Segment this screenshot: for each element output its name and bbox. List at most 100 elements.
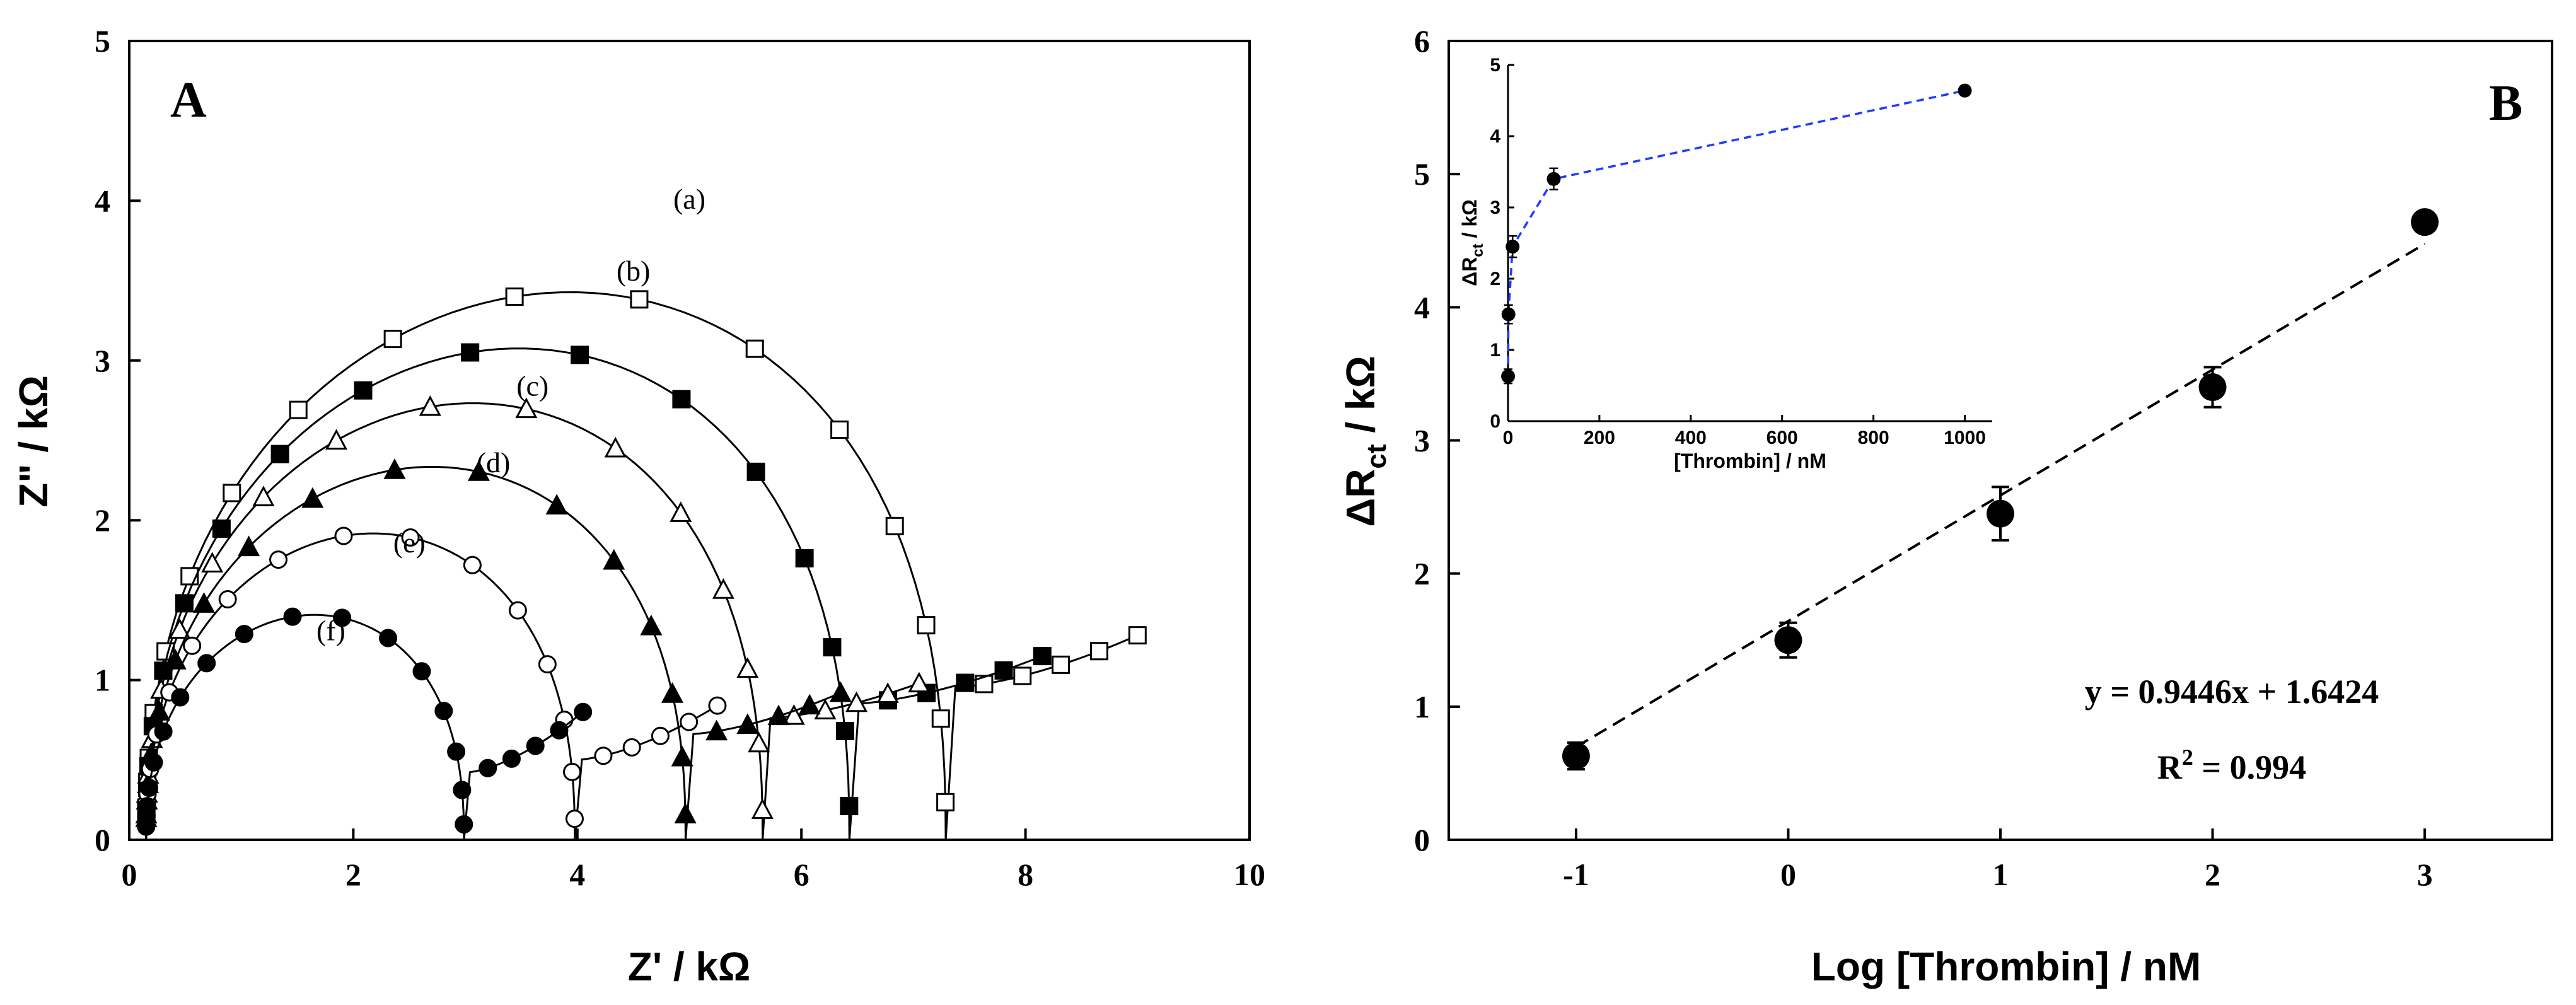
panel-b-xtick-label: 2 — [2205, 857, 2220, 892]
panel-a-marker — [835, 721, 854, 740]
panel-a-marker — [795, 549, 814, 567]
r2-suffix: = 0.994 — [2193, 748, 2306, 786]
panel-b-letter: B — [2489, 76, 2522, 131]
r-squared: R2 = 0.994 — [2157, 745, 2306, 786]
panel-b-xtick-label: 0 — [1780, 857, 1796, 892]
panel-a-x-label: Z' / kΩ — [628, 944, 751, 989]
panel-a-marker — [218, 590, 237, 609]
inset-xtick-label: 0 — [1503, 427, 1514, 448]
panel-a-marker — [505, 288, 524, 306]
panel-a-marker — [565, 810, 584, 828]
panel-a-curve — [145, 347, 1043, 840]
panel-a-ytick-label: 1 — [95, 663, 110, 698]
panel-a-marker — [680, 712, 699, 731]
panel-a-xtick-label: 10 — [1234, 857, 1265, 892]
panel-a-marker — [447, 742, 466, 761]
panel-a-curve-label: (a) — [673, 183, 705, 215]
panel-a-letter: A — [170, 73, 207, 128]
inset-data-point — [1546, 171, 1561, 186]
panel-a-marker — [604, 436, 627, 458]
panel-a-marker — [661, 682, 684, 703]
panel-a-curve — [145, 291, 1138, 840]
inset-xtick-label: 200 — [1584, 427, 1615, 448]
panel-a-curve-label: (f) — [316, 614, 345, 646]
panel-a-marker — [767, 704, 790, 726]
panel-a-marker — [502, 749, 521, 768]
panel-a-marker — [736, 657, 759, 678]
panel-a-marker — [383, 330, 402, 349]
panel-a-frame — [128, 40, 1251, 841]
panel-a-marker — [164, 649, 187, 670]
panel-a-marker — [651, 726, 670, 745]
panel-a-y-label: Z" / kΩ — [11, 375, 56, 508]
panel-a-marker — [467, 460, 490, 481]
panel-a-marker — [550, 721, 569, 740]
panel-a-marker — [154, 722, 173, 741]
panel-a-marker — [840, 796, 859, 815]
panel-a-marker — [936, 793, 955, 811]
panel-a-marker — [238, 535, 260, 557]
inset-ytick-label: 3 — [1490, 197, 1500, 218]
panel-a-marker — [563, 762, 582, 781]
data-point — [1774, 626, 1802, 654]
panel-a-marker — [434, 702, 453, 721]
panel-a-marker — [252, 485, 275, 506]
panel-a-marker — [538, 655, 557, 674]
panel-a-curve-label: (c) — [516, 370, 548, 402]
panel-a: A 0 1 2 3 4 5 0 2 4 6 8 10 (a) (b) (c) (d) (e) (f) Z' /… — [11, 23, 1265, 989]
panel-b-ytick-label: 4 — [1414, 289, 1430, 325]
r2-sup: 2 — [2182, 745, 2193, 770]
panel-a-curve-label: (e) — [393, 526, 426, 559]
panel-a-marker — [745, 339, 764, 358]
data-point — [2198, 373, 2227, 402]
panel-a-marker — [333, 608, 352, 627]
inset-data-point — [1501, 307, 1516, 322]
panel-b-y-tail: / kΩ — [1338, 356, 1383, 444]
inset-data-point — [1958, 83, 1972, 98]
panel-a-marker — [994, 661, 1013, 680]
panel-a-marker — [269, 550, 288, 569]
panel-a-marker — [419, 395, 441, 416]
panel-a-xtick-label: 4 — [569, 857, 585, 892]
panel-a-marker — [183, 636, 202, 655]
panel-a-marker — [383, 458, 406, 479]
panel-a-marker — [283, 607, 302, 626]
panel-a-marker — [814, 699, 837, 720]
panel-b-xtick-label: 3 — [2417, 857, 2433, 892]
inset-ytick-label: 1 — [1490, 340, 1500, 361]
panel-b-xtick-label: -1 — [1563, 857, 1589, 892]
panel-a-series: (b) — [137, 255, 1052, 840]
panel-a-marker — [137, 797, 156, 816]
inset-xtick-label: 600 — [1767, 427, 1798, 448]
panel-a-marker — [830, 421, 849, 439]
panel-a-marker — [708, 696, 727, 715]
panel-a-marker — [674, 803, 697, 823]
inset-x-label: [Thrombin] / nM — [1674, 450, 1826, 472]
panel-a-marker — [545, 494, 568, 515]
panel-a-marker — [171, 688, 190, 707]
inset-ytick-label: 0 — [1490, 411, 1500, 432]
panel-a-marker — [1089, 642, 1108, 661]
panel-a-marker — [1033, 647, 1052, 666]
panel-a-marker — [508, 601, 527, 620]
inset-chart: 0 1 2 3 4 5 0 200 400 600 800 1000 [Thrombin] / nM… — [1458, 55, 1992, 472]
panel-a-marker — [671, 745, 693, 767]
inset-data-point — [1506, 240, 1520, 254]
panel-b-ytick-label: 6 — [1414, 23, 1430, 59]
panel-a-series: (f) — [137, 607, 593, 840]
panel-b-y-label: ΔRct / kΩ — [1338, 356, 1392, 527]
panel-a-xtick-label: 6 — [794, 857, 809, 892]
panel-a-marker — [829, 681, 852, 702]
panel-b-ytick-label: 2 — [1414, 556, 1430, 591]
panel-a-curve — [145, 402, 920, 840]
panel-a-marker — [622, 738, 641, 757]
inset-xtick-label: 1000 — [1944, 427, 1986, 448]
inset-ytick-label: 5 — [1490, 55, 1500, 76]
panel-a-xtick-label: 8 — [1018, 857, 1033, 892]
panel-a-marker — [705, 719, 728, 741]
panel-a-curve-label: (b) — [617, 255, 651, 287]
panel-b-ytick-label: 1 — [1414, 689, 1430, 724]
panel-a-curve — [145, 466, 841, 840]
panel-a-marker — [956, 673, 975, 692]
